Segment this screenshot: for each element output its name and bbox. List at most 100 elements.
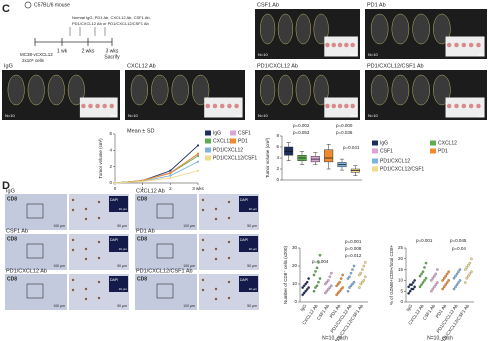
mouse — [171, 74, 189, 106]
photo-n: N=10 — [258, 113, 268, 118]
cell — [71, 278, 75, 282]
cell — [214, 207, 218, 211]
dot — [452, 276, 456, 280]
legend-label: PD1/CXCL12/CSF1 — [380, 166, 424, 172]
inset-label: DAPI — [110, 198, 118, 202]
annotation: Mean ± SD — [127, 128, 155, 134]
point — [196, 144, 200, 147]
dot — [411, 287, 415, 291]
dot — [304, 282, 307, 286]
dot — [358, 273, 361, 277]
dot — [335, 284, 338, 288]
dot — [325, 280, 329, 284]
ihc-inset — [239, 236, 258, 252]
dot — [458, 279, 462, 282]
tumor — [344, 103, 349, 109]
panel-label: D — [2, 180, 10, 192]
inset-label: DAPI — [110, 238, 118, 242]
dot — [330, 271, 333, 275]
inset-label: DAPI — [110, 278, 118, 282]
scale-label: 10 μm — [119, 207, 128, 211]
dot — [312, 273, 316, 277]
legend-swatch — [430, 148, 436, 154]
dot — [465, 276, 469, 280]
p-value: p=0.045 — [450, 238, 467, 243]
mouse — [27, 74, 45, 106]
tumor — [219, 103, 225, 109]
cells: 2x10⁶ cells — [22, 58, 45, 63]
dot — [362, 279, 366, 282]
dot — [307, 286, 310, 289]
cell — [97, 296, 101, 300]
y-tick-label: 2 — [276, 166, 279, 171]
photo-n: N=10 — [128, 113, 138, 118]
x-tick-label: 1 — [141, 186, 144, 191]
tumor — [476, 103, 481, 109]
cell — [84, 217, 88, 221]
dot — [312, 289, 316, 293]
photo-label: CXCL12 Ab — [127, 63, 156, 69]
note: N=10, each — [322, 335, 348, 341]
dot — [442, 276, 446, 280]
cell — [97, 240, 101, 244]
tumor — [461, 42, 467, 48]
dot — [328, 286, 332, 289]
dot — [317, 280, 320, 284]
photo-scale: 1cm — [350, 53, 357, 57]
treatment: Normal IgG, PD1 Ab, CXCL12 Ab, CSF1 Ab, — [72, 15, 151, 20]
dot — [441, 279, 444, 282]
dot — [413, 279, 416, 282]
ihc-label: PD1 Ab — [136, 228, 155, 234]
dot — [441, 287, 444, 291]
y-tick-label: 2 — [109, 164, 112, 169]
ihc-low — [135, 274, 197, 310]
schematic: C57BL/6 mouse Normal IgG, PD1 Ab, CXCL12… — [20, 1, 151, 63]
dot — [434, 283, 438, 287]
dot — [348, 286, 351, 289]
dot — [454, 285, 457, 289]
p-value: p=0.001 — [416, 238, 433, 243]
scale-label: 100 μm — [53, 304, 65, 308]
legend-label: CXCL12 — [213, 138, 232, 144]
dot — [433, 274, 436, 278]
photo-label: PD1 Ab — [367, 2, 386, 8]
cell — [71, 248, 75, 252]
ihc-low — [5, 234, 67, 270]
mouse — [295, 74, 311, 106]
timeline-label: 3 wks — [106, 48, 119, 54]
y-tick-label: 6 — [276, 144, 279, 149]
dot — [424, 276, 428, 280]
box — [324, 149, 334, 163]
ihc-label: CSF1 Ab — [6, 228, 28, 234]
y-axis-label: % of GZMB+CD8+/total CD8+ — [389, 245, 394, 306]
p-value: p=0.036 — [336, 130, 353, 135]
dot — [442, 285, 446, 289]
dot — [423, 279, 426, 282]
dot — [351, 268, 354, 271]
ihc-box — [26, 203, 44, 219]
cell — [71, 208, 75, 212]
dot — [325, 289, 329, 293]
scale-label: 100 μm — [183, 264, 195, 268]
legend-swatch — [230, 130, 236, 136]
photo-scale: 1cm — [235, 114, 242, 118]
legend-label: CSF1 — [238, 130, 251, 136]
y-tick-label: 0 — [400, 299, 403, 304]
tumor — [337, 42, 343, 48]
y-tick-label: 10 — [292, 281, 298, 286]
scale-label: 50 μm — [117, 304, 127, 308]
y-tick-label: 0 — [294, 299, 297, 304]
tumor — [468, 42, 474, 48]
dot — [465, 266, 469, 269]
p-value: p=0.008 — [345, 246, 362, 251]
x-tick-label: IgG — [405, 303, 414, 312]
cell — [227, 280, 231, 284]
y-axis-label: Tumor volume (cm³) — [265, 137, 270, 178]
dot — [314, 270, 317, 273]
dot — [330, 284, 333, 288]
tumor — [227, 103, 232, 109]
mouse — [370, 13, 389, 45]
ihc-box — [26, 243, 44, 259]
x-tick-label: 3 wks — [192, 186, 204, 191]
